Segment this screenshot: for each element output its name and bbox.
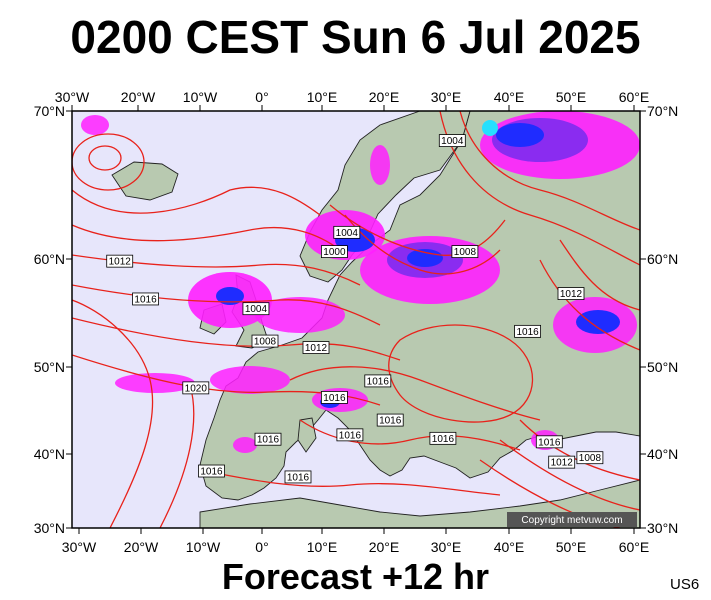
copyright-box	[507, 512, 637, 527]
isobar-label: 1000	[320, 245, 348, 258]
isobar-label: 1012	[106, 254, 134, 268]
precipitation-layer	[81, 111, 640, 453]
lat-tick-label: 50°N	[34, 359, 65, 375]
forecast-label: Forecast +12 hr	[221, 556, 490, 597]
svg-text:1016: 1016	[257, 435, 280, 446]
svg-text:1016: 1016	[432, 434, 455, 445]
lat-tick-label: 40°N	[647, 446, 678, 462]
svg-text:1012: 1012	[551, 458, 574, 469]
axis-labels: 30°W 30°W 20°W 20°W 10°W 10°W 0° 0° 10°E 10°E 20°E…	[34, 89, 679, 555]
svg-text:1016: 1016	[287, 472, 310, 483]
isobar-label: 1004	[333, 225, 361, 239]
lon-tick-label: 50°E	[556, 539, 587, 555]
lon-tick-label: 10°E	[307, 539, 338, 555]
map-title: 0200 CEST Sun 6 Jul 2025	[70, 11, 641, 63]
isobar-label: 1008	[451, 245, 479, 258]
isobar-label: 1016	[429, 431, 457, 445]
lon-tick-label: 40°E	[494, 539, 525, 555]
svg-text:1016: 1016	[538, 437, 561, 448]
isobar-label: 1016	[364, 374, 392, 387]
lat-tick-label: 60°N	[647, 251, 678, 267]
svg-text:1016: 1016	[200, 467, 223, 478]
svg-text:1020: 1020	[185, 383, 208, 394]
lon-tick-label: 30°W	[55, 89, 90, 105]
lat-tick-label: 70°N	[647, 103, 678, 119]
map-code: US6	[670, 576, 700, 593]
lon-tick-label: 10°W	[183, 89, 218, 105]
lon-tick-label: 0°	[255, 89, 268, 105]
isobar-label: 1016	[514, 324, 541, 338]
copyright-text: Copyright metvuw.com	[521, 515, 622, 526]
isobar-label: 1012	[548, 455, 576, 469]
svg-text:1016: 1016	[367, 376, 390, 387]
isobar-label: 1016	[254, 432, 282, 446]
svg-text:1004: 1004	[441, 136, 464, 147]
lon-tick-label: 20°W	[124, 539, 159, 555]
svg-text:1008: 1008	[454, 247, 477, 258]
svg-text:1008: 1008	[254, 337, 277, 348]
isobar-label: 1008	[576, 451, 604, 464]
isobar-label: 1020	[182, 381, 210, 394]
isobar-label: 1012	[302, 341, 330, 354]
lon-tick-label: 20°W	[121, 89, 156, 105]
lon-tick-label: 20°E	[369, 89, 400, 105]
svg-text:1012: 1012	[109, 257, 132, 268]
lon-tick-label: 60°E	[619, 89, 650, 105]
svg-text:1004: 1004	[336, 228, 359, 239]
svg-text:1012: 1012	[560, 289, 583, 300]
lon-tick-label: 20°E	[369, 539, 400, 555]
svg-text:1016: 1016	[134, 294, 157, 305]
svg-text:1000: 1000	[323, 247, 346, 258]
lon-tick-label: 30°E	[431, 539, 462, 555]
lat-tick-label: 70°N	[34, 103, 65, 119]
svg-text:1004: 1004	[245, 304, 268, 315]
land-layer	[111, 111, 640, 528]
tick-marks	[66, 105, 646, 534]
isobar-label: 1016	[284, 470, 312, 483]
lat-tick-label: 40°N	[34, 446, 65, 462]
isobar-label: 1016	[376, 413, 404, 427]
isobar-labels: 1004 1004 1000 1008 1012 1016 1004 1008 1012 1012…	[106, 134, 604, 483]
lat-tick-label: 30°N	[34, 520, 65, 536]
lon-tick-label: 50°E	[556, 89, 587, 105]
isobar-label: 1016	[336, 428, 364, 441]
isobar-label: 1004	[242, 302, 270, 315]
svg-text:1016: 1016	[516, 327, 539, 338]
svg-text:1016: 1016	[339, 430, 362, 441]
lat-tick-label: 60°N	[34, 251, 65, 267]
lon-tick-label: 0°	[255, 539, 268, 555]
svg-text:1016: 1016	[323, 393, 346, 404]
svg-text:1016: 1016	[379, 416, 402, 427]
isobar-label: 1004	[438, 134, 466, 147]
isobar-label: 1016	[320, 391, 348, 404]
landmass-europe	[199, 111, 640, 501]
svg-text:1008: 1008	[579, 453, 602, 464]
lon-tick-label: 30°W	[62, 539, 97, 555]
isobar-label: 1016	[535, 435, 563, 448]
isobar-label: 1008	[251, 334, 279, 348]
isobar-label: 1016	[198, 464, 225, 478]
lon-tick-label: 40°E	[494, 89, 525, 105]
isobar-label: 1016	[132, 292, 159, 305]
lon-tick-label: 60°E	[619, 539, 650, 555]
svg-text:1012: 1012	[305, 343, 328, 354]
lon-tick-label: 10°W	[186, 539, 221, 555]
landmass-iceland	[111, 161, 179, 201]
map-frame	[71, 110, 641, 529]
lon-tick-label: 10°E	[307, 89, 338, 105]
lat-tick-label: 50°N	[647, 359, 678, 375]
lon-tick-label: 30°E	[431, 89, 462, 105]
isobar-label: 1012	[557, 287, 585, 300]
lat-tick-label: 30°N	[647, 520, 678, 536]
isobar-layer	[72, 111, 640, 528]
